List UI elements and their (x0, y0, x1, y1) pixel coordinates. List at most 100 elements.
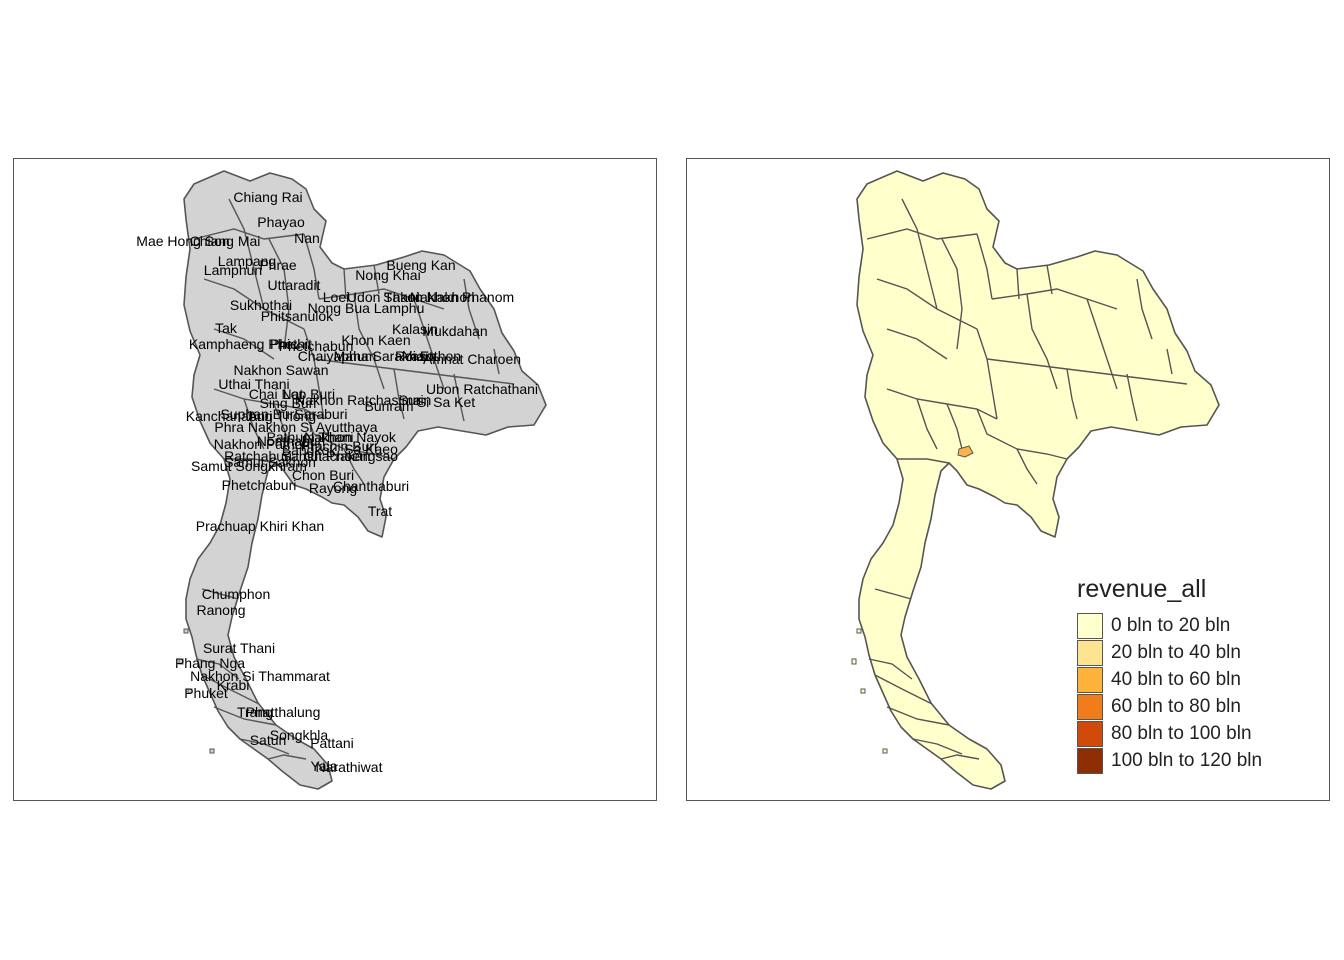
province-label: Sukhothai (229, 297, 293, 313)
province-boundary (303, 233, 320, 300)
province-label: Prachuap Khiri Khan (195, 518, 325, 534)
province-boundary (986, 358, 1188, 385)
province-label: Mukdahan (422, 323, 488, 339)
province-label: Krabi (216, 677, 250, 693)
bangkok-region-highlight (957, 445, 974, 458)
province-boundary (195, 658, 240, 680)
province-boundary (493, 348, 500, 375)
map-legend: revenue_all 0 bln to 20 bln 20 bln to 40 … (1077, 577, 1262, 774)
island (209, 748, 215, 754)
province-boundary (313, 358, 515, 385)
province-label: Lop Buri (282, 386, 336, 402)
province-boundary (897, 458, 950, 464)
province-label: Uttaradit (267, 277, 321, 293)
province-boundary (463, 278, 480, 340)
province-label: Phang Nga (174, 655, 246, 671)
province-boundary (886, 706, 950, 726)
province-label: Si Sa Ket (416, 394, 476, 410)
province-label: Phitsanulok (260, 308, 334, 324)
province-label: Phrae (259, 257, 297, 273)
province-label: Nong Khai (355, 267, 421, 283)
province-label: Chanthaburi (332, 478, 410, 494)
province-label: Bangkok (281, 442, 337, 458)
legend-label: 80 bln to 100 bln (1111, 722, 1252, 744)
province-label: Mae Hong Son (136, 233, 230, 249)
province-boundary (373, 264, 380, 295)
province-label: Songkhla (269, 727, 329, 743)
province-boundary (193, 228, 305, 240)
province-label: Ang Thong (247, 408, 317, 424)
province-label: Narathiwat (315, 759, 383, 775)
province-label: Samut Sakhon (224, 454, 316, 470)
legend-swatch (1077, 693, 1103, 720)
province-boundary (453, 373, 465, 422)
province-label: Phuket (184, 685, 228, 701)
thailand-map-gray (178, 170, 547, 790)
province-label: Phatthalung (245, 704, 321, 720)
legend-item: 60 bln to 80 bln (1077, 693, 1262, 720)
island (860, 688, 866, 694)
province-boundary (912, 738, 963, 755)
province-boundary (1126, 373, 1138, 422)
province-boundary (239, 738, 290, 755)
province-boundary (203, 278, 305, 330)
island (882, 748, 888, 754)
province-boundary (343, 448, 365, 485)
province-label: Nong Bua Lamphu (307, 300, 425, 316)
legend-label: 100 bln to 120 bln (1111, 749, 1263, 771)
province-boundary (876, 278, 978, 330)
province-label: Nakhon Ratchasima (294, 392, 422, 408)
province-boundary (886, 328, 948, 360)
province-label: Kamphaeng Phet (188, 336, 298, 352)
province-boundary (353, 293, 385, 390)
province-boundary (868, 658, 913, 680)
province-boundary (228, 198, 265, 310)
province-boundary (303, 328, 325, 420)
province-label: Chiang Mai (189, 233, 261, 249)
province-label: Chon Buri (291, 467, 355, 483)
province-label: Suphan Buri (220, 406, 298, 422)
province-boundary (940, 754, 980, 760)
province-label: Yala (310, 758, 338, 774)
province-boundary (941, 238, 963, 350)
province-label: Pathum Thani (266, 429, 354, 445)
province-boundary (976, 233, 993, 300)
country-outline (856, 170, 1220, 790)
legend-label: 60 bln to 80 bln (1111, 695, 1241, 717)
province-label: Lampang (217, 253, 277, 269)
province-label: Kalasin (392, 321, 438, 337)
province-boundary (201, 674, 260, 705)
province-label: Bueng Kan (386, 257, 456, 273)
province-label: Sing Buri (259, 395, 317, 411)
province-boundary (1026, 293, 1058, 390)
province-label: Nakhon Nayok (304, 429, 396, 445)
island (187, 688, 193, 694)
province-label: Phra Nakhon Si Ayutthaya (214, 419, 378, 435)
province-boundary (268, 238, 290, 350)
province-label: Chiang Rai (233, 189, 303, 205)
province-label: Nakhon Phanom (409, 289, 515, 305)
province-label: Samut Prakan (281, 448, 371, 464)
province-label: Nakhon Sawan (233, 362, 329, 378)
province-boundary (1166, 348, 1173, 375)
province-label: Phetchabun (278, 338, 354, 354)
province-label: Phetchaburi (221, 477, 297, 493)
province-label: Ranong (196, 602, 246, 618)
province-label: Nonthaburi (256, 433, 326, 449)
province-label: Lamphun (203, 262, 263, 278)
map-panel-provinces: Chiang Rai Phayao Nan Mae Hong Son Chiang Ma… (13, 158, 657, 801)
province-label: Prachin Buri (300, 438, 378, 454)
province-label: Satun (249, 732, 287, 748)
province-label: Surin (398, 392, 432, 408)
province-label: Amnat Charoen (422, 351, 522, 367)
island (183, 628, 189, 634)
province-label: Roi Et (394, 348, 434, 364)
province-boundary (267, 754, 307, 760)
province-label: Trat (367, 503, 393, 519)
province-boundary (1016, 448, 1038, 485)
legend-swatch (1077, 747, 1103, 774)
province-boundary (946, 403, 963, 450)
province-label: Yasothon (402, 348, 462, 364)
province-label: Udon Thani (346, 289, 420, 305)
province-label: Chai Nat (248, 386, 304, 402)
